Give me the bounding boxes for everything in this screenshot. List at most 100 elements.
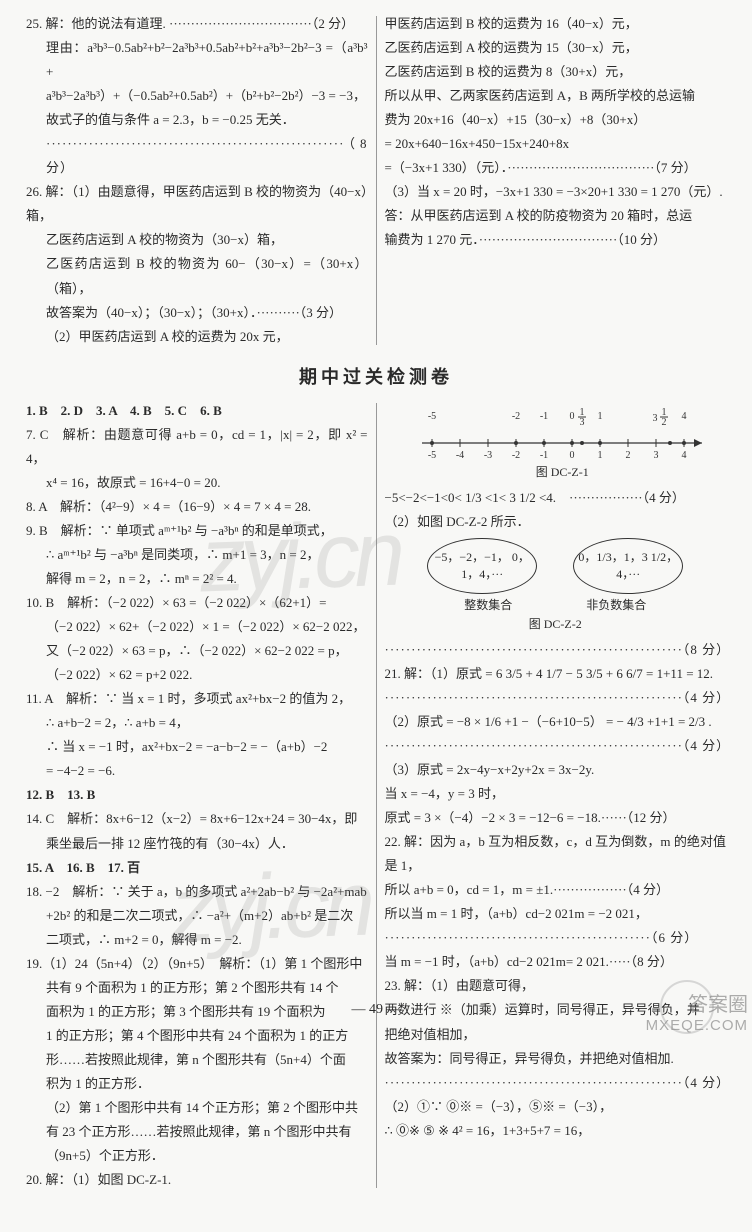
brr-8: 22. 解：因为 a，b 互为相反数，c，d 互为倒数，m 的绝对值是 1，: [385, 830, 727, 878]
svg-text:-3: -3: [484, 450, 492, 461]
bl-18: 15. A 16. B 17. 百: [26, 856, 368, 880]
svg-text:3: 3: [654, 450, 659, 461]
sets-figure: −5，−2，−1， 0，1，4，··· 0，1/3，1，3 1/2， 4，···: [385, 538, 727, 594]
bottom-left-col: 1. B 2. D 3. A 4. B 5. C 6. B 7. C 解析：由题…: [18, 399, 376, 1193]
svg-text:0: 0: [570, 411, 575, 422]
bl-1: 7. C 解析：由题意可得 a+b = 0，cd = 1，|x| = 2，即 x…: [26, 423, 368, 471]
bl-4: 9. B 解析：∵ 单项式 aᵐ⁺¹b² 与 −a³bⁿ 的和是单项式，: [26, 519, 368, 543]
svg-text:1: 1: [598, 450, 603, 461]
bl-15: 12. B 13. B: [26, 783, 368, 807]
q26-4: 故答案为（40−x）；（30−x）；（30+x）．··········（3 分）: [26, 301, 368, 325]
bl-16: 14. C 解析：8x+6−12（x−2）= 8x+6−12x+24 = 30−…: [26, 807, 368, 831]
bottom-columns: 1. B 2. D 3. A 4. B 5. C 6. B 7. C 解析：由题…: [18, 399, 734, 1193]
bl-11: 11. A 解析：∵ 当 x = 1 时，多项式 ax²+bx−2 的值为 2，: [26, 687, 368, 711]
set-labels: 整数集合 非负数集合: [385, 596, 727, 613]
integer-set-label: 整数集合: [464, 596, 512, 613]
tr-7: =（−3x+1 330）（元）．························…: [385, 156, 727, 180]
svg-text:3: 3: [653, 413, 658, 424]
bottom-right-col: -5-4-3 -2-10 123 4 -5 -2-1 0 13 1 12: [377, 399, 735, 1193]
q25-line: 25. 解：他的说法有道理. ·························…: [26, 12, 368, 36]
bl-23: 共有 9 个面积为 1 的正方形；第 2 个图形共有 14 个: [26, 976, 368, 1000]
q26-1: 26. 解：（1）由题意得，甲医药店运到 B 校的物资为（40−x）箱，: [26, 180, 368, 228]
tr-10: 输费为 1 270 元．····························…: [385, 228, 727, 252]
bl-26: 形……若按照此规律，第 n 个图形共有（5n+4）个面: [26, 1048, 368, 1072]
bl-31: 20. 解：（1）如图 DC-Z-1.: [26, 1168, 368, 1192]
svg-text:2: 2: [662, 417, 667, 428]
svg-text:3: 3: [580, 417, 585, 428]
q26-2: 乙医药店运到 A 校的物资为（30−x）箱，: [26, 228, 368, 252]
bl-19: 18. −2 解析：∵ 关于 a，b 的多项式 a²+2ab−b² 与 −2a²…: [26, 880, 368, 904]
q25-reason1: 理由：a³b³−0.5ab²+b²−2a³b³+0.5ab²+b²+a³b³−2…: [26, 36, 368, 84]
bl-25: 1 的正方形；第 4 个图形中共有 24 个面积为 1 的正方: [26, 1024, 368, 1048]
page-root: 25. 解：他的说法有道理. ·························…: [0, 0, 752, 1232]
bl-12: ∴ a+b−2 = 2，∴ a+b = 4，: [26, 711, 368, 735]
brr-5: （3）原式 = 2x−4y−x+2y+2x = 3x−2y.: [385, 758, 727, 782]
brr-19: ∴ ⓪※ ⑤ ※ 4² = 16，1+3+5+7 = 16，: [385, 1119, 727, 1143]
tr-1: 甲医药店运到 B 校的运费为 16（40−x）元，: [385, 12, 727, 36]
bl-0: 1. B 2. D 3. A 4. B 5. C 6. B: [26, 399, 368, 423]
bl-6: 解得 m = 2，n = 2，∴ mⁿ = 2² = 4.: [26, 567, 368, 591]
bl-9: 又（−2 022）× 63 = p，∴（−2 022）× 62−2 022 = …: [26, 639, 368, 663]
brr-16: 故答案为：同号得正，异号得负，并把绝对值相加.: [385, 1047, 727, 1071]
integer-set: −5，−2，−1， 0，1，4，···: [427, 538, 537, 594]
bl-2: x⁴ = 16，故原式 = 16+4−0 = 20.: [26, 471, 368, 495]
bl-20: +2b² 的和是二次二项式，∴ −a²+（m+2）ab+b² 是二次: [26, 904, 368, 928]
q25-reason2: a³b³−2a³b³）+（−0.5ab²+0.5ab²）+（b²+b²−2b²）…: [26, 84, 368, 108]
numline-caption: 图 DC-Z-1: [399, 463, 727, 480]
bl-14: = −4−2 = −6.: [26, 759, 368, 783]
top-columns: 25. 解：他的说法有道理. ·························…: [18, 12, 734, 349]
brr-2: ········································…: [385, 686, 727, 710]
brr-11: ········································…: [385, 926, 727, 950]
number-line-figure: -5-4-3 -2-10 123 4 -5 -2-1 0 13 1 12: [399, 403, 727, 480]
br-2: （2）如图 DC-Z-2 所示．: [385, 510, 727, 534]
q26-5: （2）甲医药店运到 A 校的运费为 20x 元，: [26, 325, 368, 349]
br-ineq: −5<−2<−1<0< 1/3 <1< 3 1/2 <4. ··········…: [385, 486, 727, 510]
bl-21: 二项式，∴ m+2 = 0，解得 m = −2.: [26, 928, 368, 952]
svg-text:0: 0: [570, 450, 575, 461]
bl-7: 10. B 解析：（−2 022）× 63 =（−2 022）×（62+1）=: [26, 591, 368, 615]
q25-reason3: 故式子的值与条件 a = 2.3，b = −0.25 无关．: [26, 108, 368, 132]
svg-text:2: 2: [626, 450, 631, 461]
brr-0: ········································…: [385, 638, 727, 662]
brr-6: 当 x = −4，y = 3 时，: [385, 782, 727, 806]
bl-30: （9n+5）个正方形．: [26, 1144, 368, 1168]
tr-5: 费为 20x+16（40−x）+15（30−x）+8（30+x）: [385, 108, 727, 132]
svg-text:-2: -2: [512, 411, 520, 422]
svg-text:-1: -1: [540, 450, 548, 461]
bl-3: 8. A 解析：（4²−9）× 4 =（16−9）× 4 = 7 × 4 = 2…: [26, 495, 368, 519]
tr-9: 答：从甲医药店运到 A 校的防疫物资为 20 箱时，总运: [385, 204, 727, 228]
bl-5: ∴ aᵐ⁺¹b² 与 −a³bⁿ 是同类项，∴ m+1 = 3，n = 2，: [26, 543, 368, 567]
q25-score: ········································…: [26, 132, 368, 180]
svg-text:-5: -5: [428, 411, 436, 422]
brr-9: 所以 a+b = 0，cd = 1，m = ±1.···············…: [385, 878, 727, 902]
q26-3: 乙医药店运到 B 校的物资为 60−（30−x）=（30+x）（箱），: [26, 252, 368, 300]
brr-18: （2）①∵ ⓪※ =（−3），⑤※ =（−3），: [385, 1095, 727, 1119]
bl-17: 乘坐最后一排 12 座竹筏的有（30−4x）人．: [26, 832, 368, 856]
top-left-col: 25. 解：他的说法有道理. ·························…: [18, 12, 376, 349]
svg-text:4: 4: [682, 411, 687, 422]
brr-4: ········································…: [385, 734, 727, 758]
corner-watermark: 答案圈 MXEQE.COM: [646, 988, 748, 1034]
tr-2: 乙医药店运到 A 校的运费为 15（30−x）元，: [385, 36, 727, 60]
brr-12: 当 m = −1 时，（a+b）cd−2 021m= 2 021.·····（8…: [385, 950, 727, 974]
tr-3: 乙医药店运到 B 校的运费为 8（30+x）元，: [385, 60, 727, 84]
tr-8: （3）当 x = 20 时，−3x+1 330 = −3×20+1 330 = …: [385, 180, 727, 204]
bl-13: ∴ 当 x = −1 时，ax²+bx−2 = −a−b−2 = −（a+b）−…: [26, 735, 368, 759]
svg-text:-2: -2: [512, 450, 520, 461]
brr-10: 所以当 m = 1 时，（a+b）cd−2 021m = −2 021，: [385, 902, 727, 926]
top-right-col: 甲医药店运到 B 校的运费为 16（40−x）元， 乙医药店运到 A 校的运费为…: [377, 12, 735, 349]
corner-line2: MXEQE.COM: [646, 1017, 748, 1034]
bl-27: 积为 1 的正方形．: [26, 1072, 368, 1096]
bl-22: 19.（1）24（5n+4）（2）（9n+5） 解析：（1）第 1 个图形中: [26, 952, 368, 976]
brr-17: ········································…: [385, 1071, 727, 1095]
bl-29: 有 23 个正方形……若按照此规律，第 n 个图形中共有: [26, 1120, 368, 1144]
brr-1: 21. 解：（1）原式 = 6 3/5 + 4 1/7 − 5 3/5 + 6 …: [385, 662, 727, 686]
section-title: 期中过关检测卷: [18, 363, 734, 389]
corner-line1: 答案圈: [646, 988, 748, 1017]
svg-text:-5: -5: [428, 450, 436, 461]
nonneg-set-label: 非负数集合: [586, 596, 646, 613]
svg-text:1: 1: [598, 411, 603, 422]
svg-text:-1: -1: [540, 411, 548, 422]
brr-3: （2）原式 = −8 × 1/6 +1 −（−6+10−5） = − 4/3 +…: [385, 710, 727, 734]
bl-8: （−2 022）× 62+（−2 022）× 1 =（−2 022）× 62−2…: [26, 615, 368, 639]
